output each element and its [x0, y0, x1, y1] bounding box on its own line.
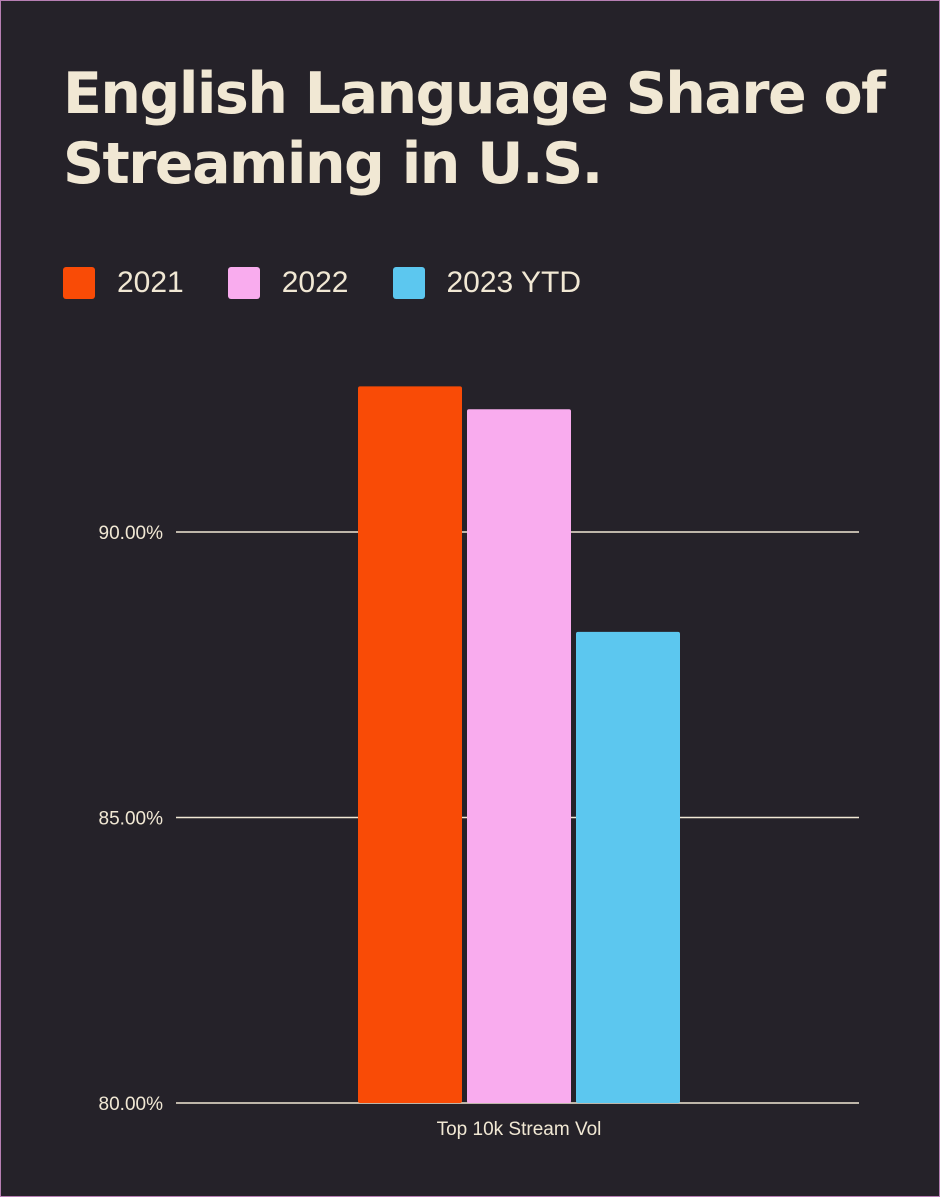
- bar-2023-ytd: [576, 631, 680, 1103]
- legend-label-2023-ytd: 2023 YTD: [446, 266, 582, 299]
- bar-2022: [467, 409, 571, 1103]
- legend-label-2022: 2022: [281, 266, 349, 299]
- legend-swatch-2023-ytd: [392, 267, 425, 299]
- y-tick-label: 80.00%: [99, 1094, 164, 1115]
- bars: [358, 386, 680, 1103]
- chart-title: English Language Share of Streaming in U…: [63, 61, 886, 197]
- y-tick-label: 90.00%: [99, 523, 164, 544]
- legend-item-2022: 2022: [227, 266, 349, 300]
- axis-labels: 80.00% 85.00% 90.00% Top 10k Stream Vol: [99, 523, 602, 1140]
- legend-item-2021: 2021: [63, 266, 184, 300]
- chart-legend: 2021 2022 2023 YTD: [63, 263, 625, 303]
- x-category-label: Top 10k Stream Vol: [437, 1119, 602, 1140]
- legend-swatch-2022: [227, 267, 260, 299]
- legend-swatch-2021: [63, 267, 95, 299]
- bar-2021: [358, 386, 462, 1103]
- y-tick-label: 85.00%: [99, 809, 164, 830]
- legend-item-2023-ytd: 2023 YTD: [392, 266, 582, 300]
- legend-label-2021: 2021: [117, 266, 184, 299]
